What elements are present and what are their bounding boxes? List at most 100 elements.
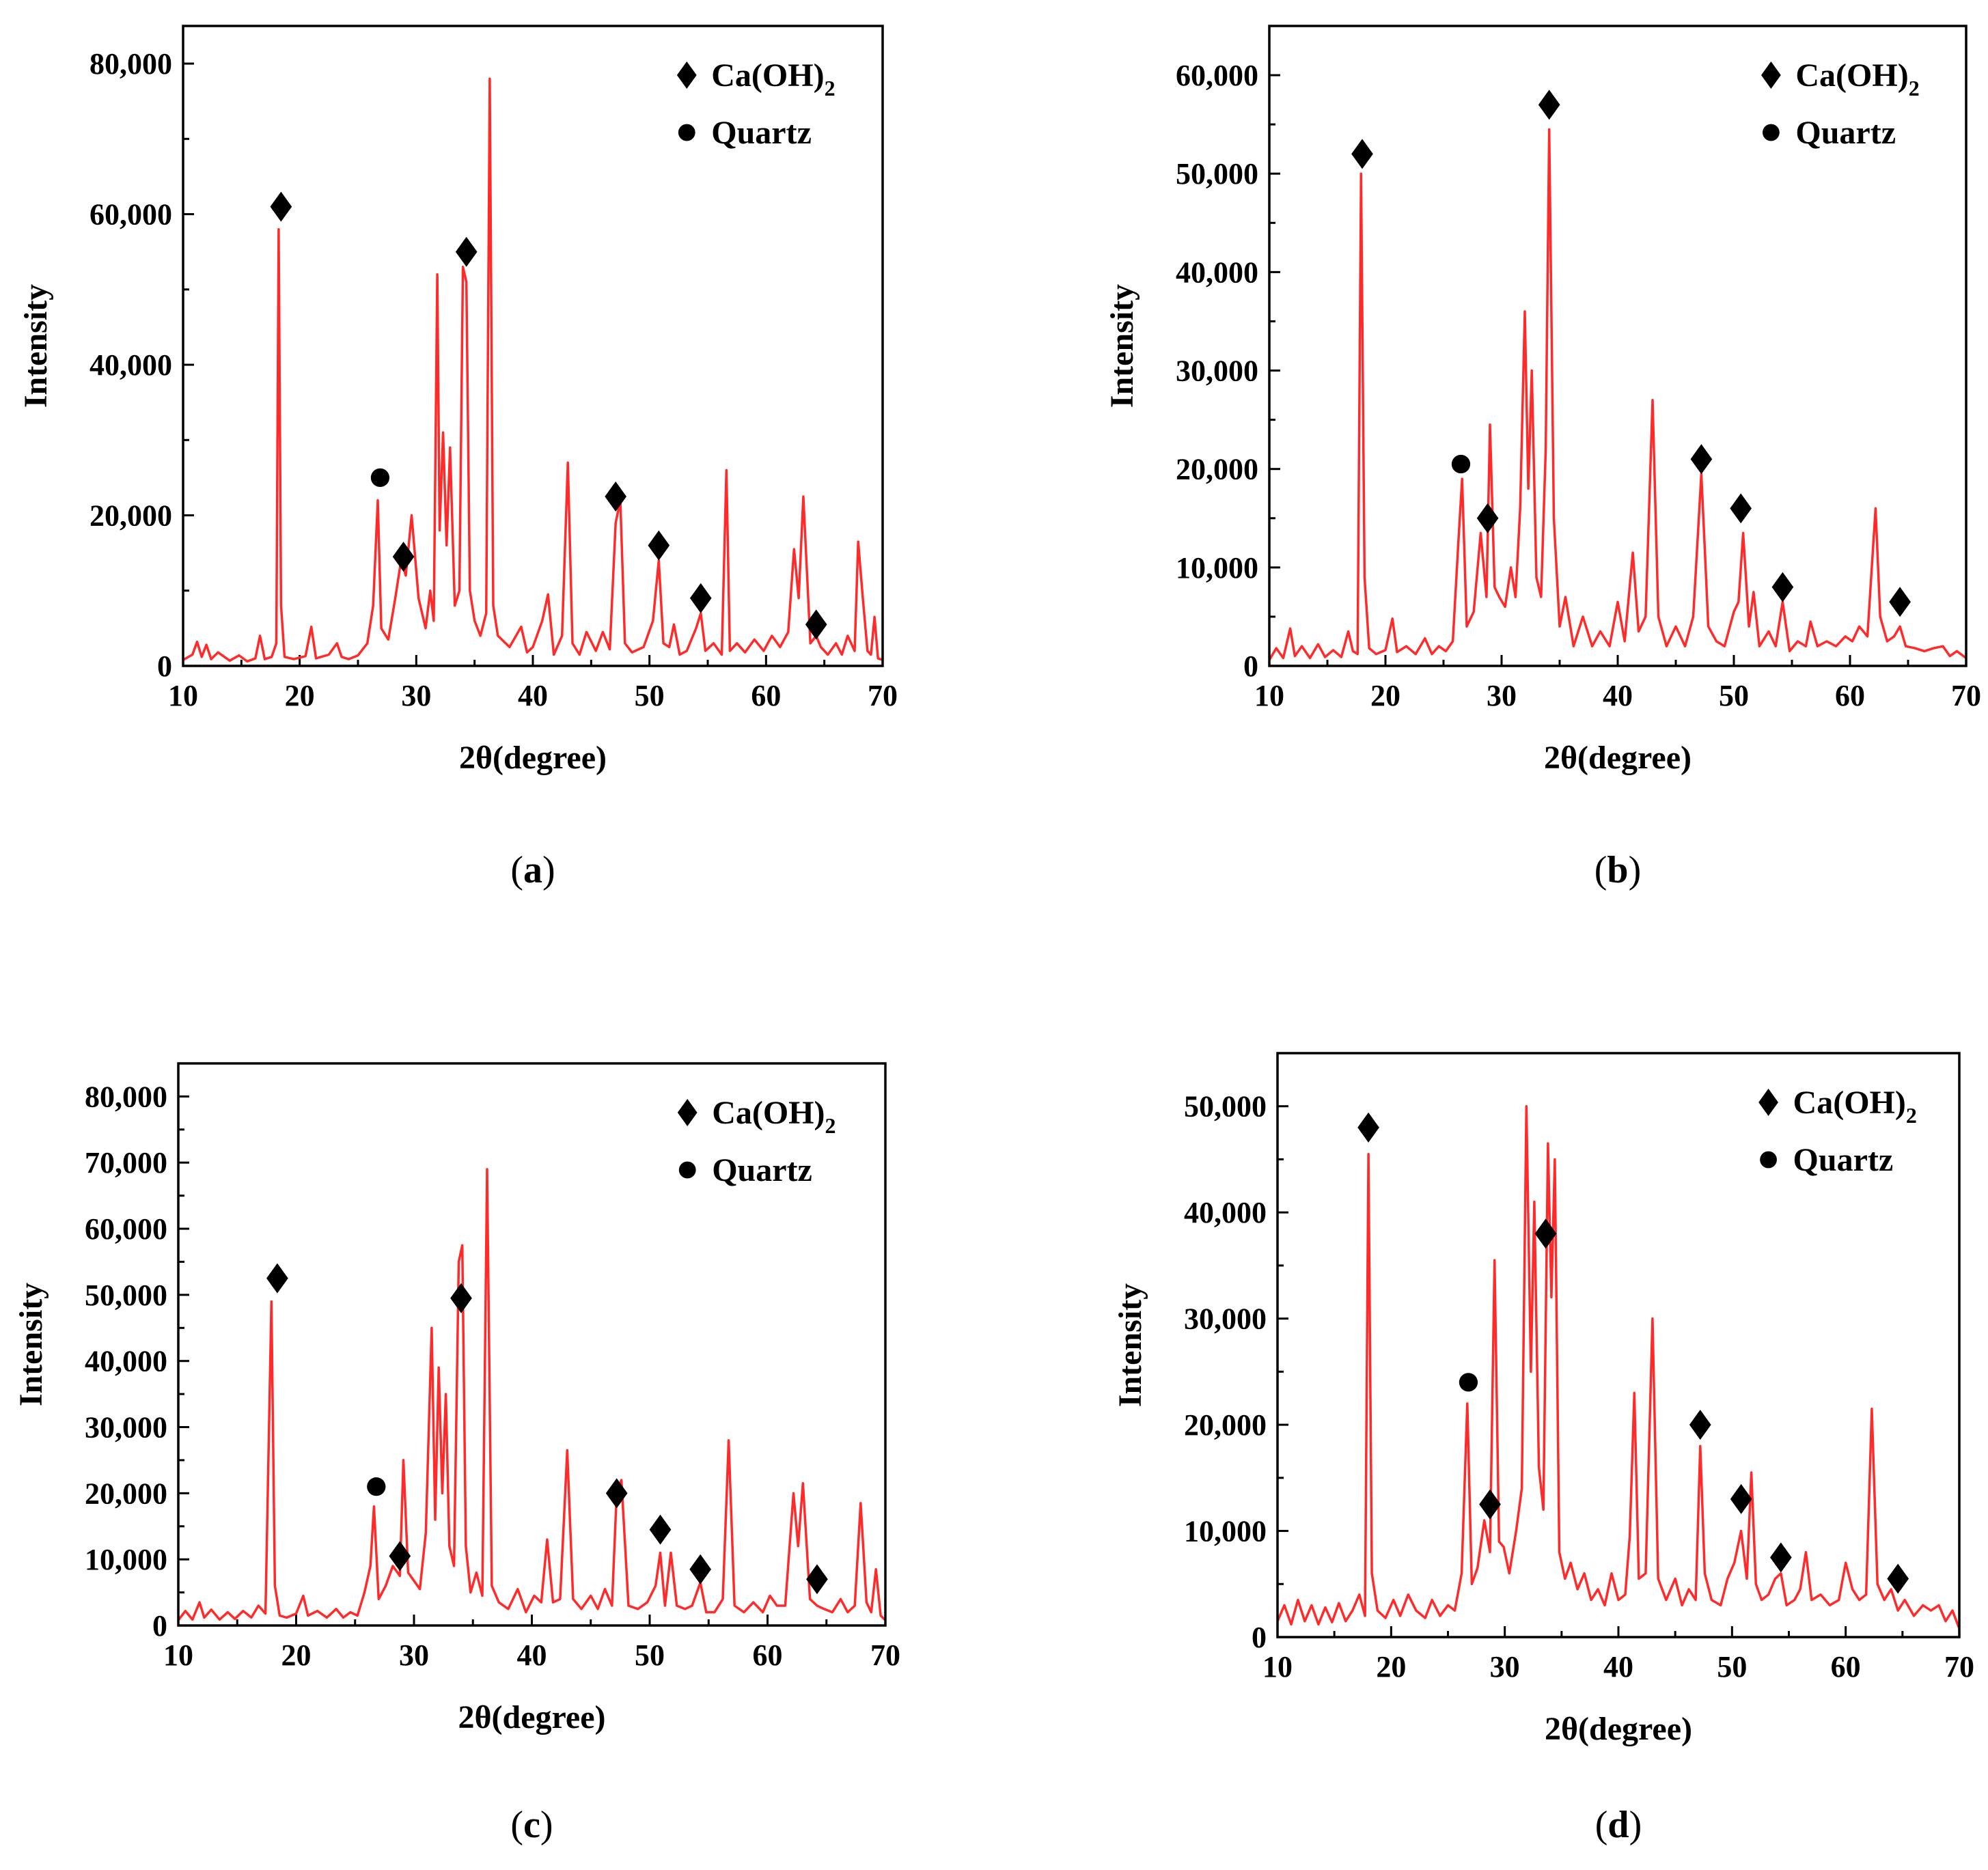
chart-panel-d: 10 20 30 40 50 60 70 0 10,000 20,000 30,000 40,000 5… [1112,1052,1974,1846]
x-tick-label: 60 [753,1638,783,1672]
y-tick-label: 0 [1252,1621,1267,1654]
xrd-series-line [178,1168,885,1621]
legend-diamond-icon [1758,1089,1778,1116]
y-tick-label: 40,000 [89,348,172,382]
plot-frame [177,1062,887,1627]
caoh2-peak-marker [1476,503,1499,533]
xrd-series-line [183,77,883,663]
panel-label-letter: d [1607,1804,1629,1846]
x-tick-label: 70 [868,679,898,712]
quartz-peak-marker [1451,454,1471,474]
caoh2-peak-marker [455,236,478,267]
x-tick-label: 60 [1835,679,1865,712]
plot-frame [1276,1052,1961,1638]
y-tick-label: 70,000 [85,1146,167,1180]
caoh2-peak-marker [1887,1563,1909,1594]
y-axis-title: Intensity [13,1283,49,1406]
x-tick-label: 10 [1254,679,1284,712]
chart-panel-b: 10 20 30 40 50 60 70 0 10,000 20,000 30,000 40,000 5… [1104,25,1981,891]
x-tick-label: 30 [1490,1650,1520,1684]
y-tick-label: 10,000 [1176,551,1258,585]
x-tick-label: 20 [1376,1650,1406,1684]
caoh2-peak-marker [266,1263,288,1294]
x-tick-label: 60 [751,679,781,712]
y-tick-label: 60,000 [85,1212,167,1246]
caoh2-peak-marker [649,1514,672,1545]
x-tick-label: 10 [163,1638,193,1672]
x-tick-label: 70 [1944,1650,1974,1684]
chart-panel-a: 10 20 30 40 50 60 70 0 20,000 40,000 60,000 80,000 2… [18,25,898,891]
y-tick-label: 50,000 [1184,1090,1267,1124]
panel-label-letter: c [523,1804,540,1846]
panel-label: (b) [1594,849,1641,891]
legend-subscript: 2 [1906,1103,1917,1128]
legend-diamond-icon [676,61,697,89]
legend-subscript: 2 [1909,76,1920,100]
x-tick-label: 60 [1831,1650,1861,1684]
x-tick-label: 40 [1603,1650,1633,1684]
legend-diamond-icon [1761,61,1781,89]
caoh2-peak-marker [605,481,627,512]
quartz-peak-marker [370,468,390,488]
y-tick-label: 10,000 [85,1543,167,1576]
xrd-series-line [1269,128,1966,661]
caoh2-peak-marker [806,1564,828,1595]
y-tick-label: 30,000 [1176,354,1258,388]
legend-label: Ca(OH)2 [1795,57,1919,100]
legend-label: Quartz [1793,1142,1894,1178]
caoh2-peak-marker [648,530,670,561]
panel-label-letter: a [523,849,542,891]
x-tick-label: 10 [1262,1650,1293,1684]
x-tick-label: 50 [635,1638,665,1672]
legend-diamond-icon [677,1099,698,1126]
legend-circle-icon [1763,124,1780,141]
x-tick-label: 70 [870,1638,900,1672]
y-tick-label: 40,000 [85,1345,167,1378]
legend-label: Quartz [712,1152,812,1188]
legend-label: Ca(OH)2 [1793,1085,1917,1128]
y-tick-label: 60,000 [1176,59,1258,92]
y-tick-label: 0 [152,1609,167,1643]
chart-panel-c: 10 20 30 40 50 60 70 0 10,000 20,000 30,000 40,000 5… [13,1062,900,1846]
panel-label: (d) [1595,1804,1642,1846]
x-tick-label: 30 [1487,679,1517,712]
legend-label: Quartz [711,115,812,151]
y-axis-title: Intensity [1112,1283,1148,1407]
x-tick-label: 50 [1719,679,1749,712]
y-tick-label: 30,000 [1184,1302,1267,1336]
y-tick-label: 40,000 [1176,255,1258,289]
x-tick-label: 40 [517,1638,547,1672]
x-tick-label: 30 [399,1638,429,1672]
quartz-peak-marker [1459,1373,1478,1392]
caoh2-peak-marker [605,1478,628,1509]
caoh2-peak-marker [689,583,712,613]
x-tick-label: 50 [1717,1650,1747,1684]
x-tick-label: 20 [281,1638,312,1672]
y-axis-title: Intensity [1104,284,1140,408]
caoh2-peak-marker [1538,89,1560,120]
caoh2-peak-marker [1479,1489,1501,1520]
legend-label: Ca(OH)2 [712,1095,836,1138]
legend-label: Quartz [1795,115,1896,151]
caoh2-peak-marker [1730,493,1752,524]
quartz-peak-marker [367,1477,386,1496]
x-tick-label: 40 [518,679,548,712]
y-tick-label: 0 [157,650,172,683]
y-tick-label: 60,000 [89,198,172,232]
x-tick-label: 70 [1951,679,1981,712]
caoh2-peak-marker [689,1554,712,1585]
legend-subscript: 2 [825,1113,836,1138]
xrd-series-line [1278,1104,1959,1630]
caoh2-peak-marker [270,191,292,222]
x-tick-label: 20 [285,679,315,712]
panel-label-letter: b [1607,849,1628,891]
y-tick-label: 30,000 [85,1411,167,1445]
legend-label: Ca(OH)2 [711,57,835,100]
plot-frame [1268,25,1968,667]
x-tick-label: 30 [401,679,431,712]
y-tick-label: 20,000 [1184,1408,1267,1442]
x-axis-title: 2θ(degree) [1545,1711,1692,1747]
panel-label: (c) [510,1804,553,1846]
legend-subscript: 2 [825,76,836,100]
